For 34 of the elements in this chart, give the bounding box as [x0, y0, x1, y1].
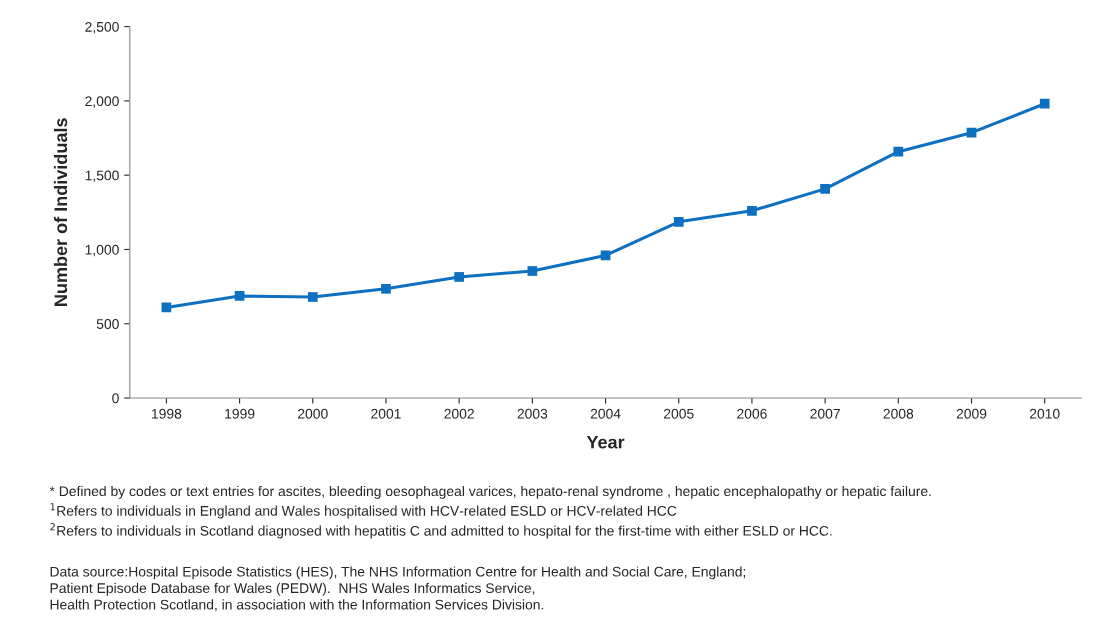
x-tick-label: 2010	[1029, 408, 1060, 419]
source-note: Data source:Hospital Episode Statistics (HES), The NHS Information Centre for Health and Social Care, England; Patient Episode Database for Wales (PEDW). NHS Wales Informatics Service, Health Protection Scotland, in association with the Information Services Division.	[50, 566, 746, 612]
x-tick-label: 2006	[737, 408, 767, 419]
x-tick-label: 2009	[956, 408, 987, 419]
point	[307, 292, 318, 302]
x-tick-label: 1998	[152, 408, 182, 419]
point	[527, 266, 538, 276]
y-axis-title: Number of Individuals	[53, 118, 68, 306]
point	[673, 216, 684, 227]
x-tick-label: 2005	[663, 408, 694, 419]
point	[234, 291, 245, 301]
y-tick-label: 1,000	[85, 244, 119, 257]
x-tick-label: 2007	[810, 408, 840, 419]
x-tick-label: 1999	[225, 408, 255, 419]
point	[966, 127, 977, 138]
point	[893, 146, 904, 157]
x-tick-label: 2000	[298, 408, 328, 419]
x-tick-label: 2002	[444, 408, 474, 419]
x-tick-label: 2003	[517, 408, 548, 419]
text: * Defined by codes or text entries for ascites, bleeding oesophageal varices, hepato-renal syndrome , hepatic encephalopathy or hepatic failure. $^{1}$Refers to individuals in England and Wales hospitalised with HCV-related ESLD or HCV-related HCC $^{2}$Refers to individuals in Scotland diagnosed with hepatitis C and admitted to hospital for the first-time with either ESLD or HCC.	[49, 485, 931, 539]
point	[747, 205, 757, 216]
y-tick-label: 0	[112, 393, 119, 404]
y-tick-label: 1,500	[85, 170, 119, 182]
x-axis-title: Year	[586, 435, 625, 449]
point	[1039, 98, 1050, 109]
y-tick-label: 500	[96, 319, 119, 329]
y-tick-label: 2,500	[85, 21, 119, 34]
x-tick-label: 2008	[883, 408, 914, 419]
y-tick-label: 2,000	[85, 96, 119, 108]
x-tick-label: 2004	[590, 408, 621, 419]
x-tick-label: 2001	[371, 408, 401, 419]
point	[381, 283, 391, 294]
point	[454, 272, 465, 282]
point	[820, 183, 830, 194]
